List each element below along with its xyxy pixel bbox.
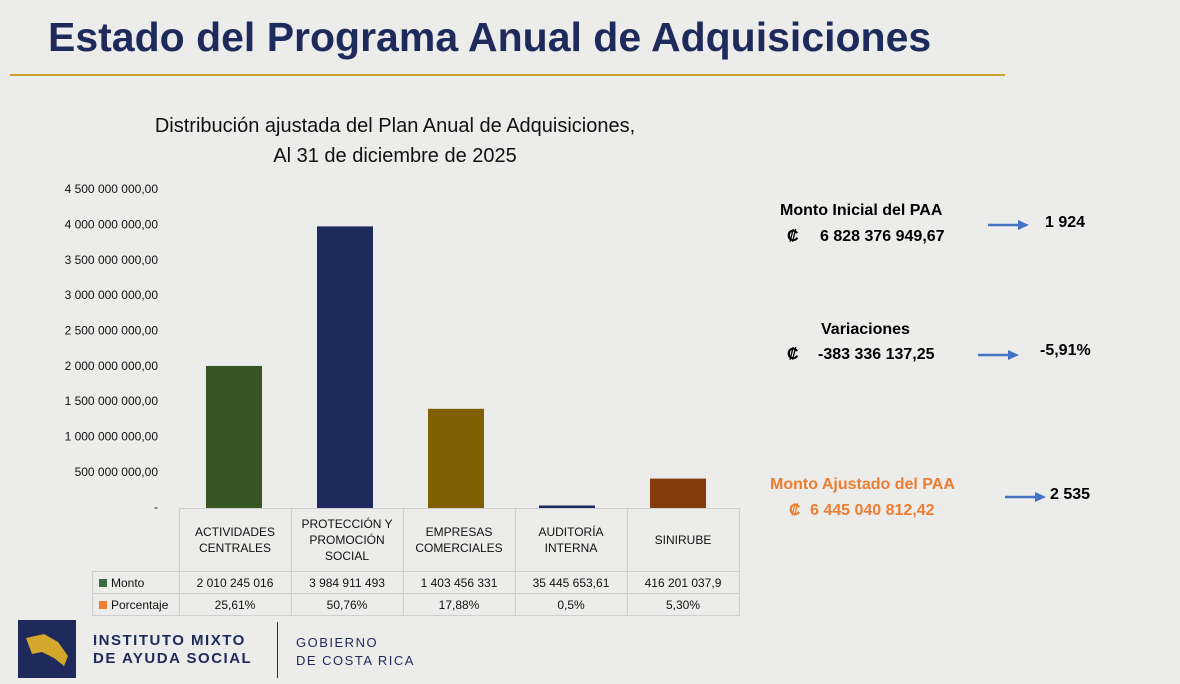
side-amount: 6 445 040 812,42 [810,502,935,519]
arrow [988,218,1030,230]
side-amount: 6 828 376 949,67 [820,228,945,245]
gov-name: GOBIERNO [296,635,379,650]
category-label: AUDITORÍA INTERNA [514,508,628,572]
y-tick-label: 500 000 000,00 [75,465,159,479]
empty-cell [93,509,180,572]
value-cell: 25,61% [178,593,292,616]
table-row: Monto 2 010 245 016 3 984 911 493 1 403 456… [92,571,740,594]
y-tick-label: 4 000 000 000,00 [65,218,159,232]
legend-swatch [99,578,107,587]
y-tick-label: 1 000 000 000,00 [65,430,159,444]
value-cell: 17,88% [402,593,516,616]
chart-title: Distribución ajustada del Plan Anual de … [154,115,636,137]
value-cell: 5,30% [626,593,740,616]
y-tick-label: 2 500 000 000,00 [65,324,159,338]
side-result: -5,91% [1040,342,1091,359]
arrow [978,348,1020,360]
legend-label: Monto [111,575,145,590]
table-header-row: ACTIVIDADES CENTRALES PROTECCIÓN Y PROMOC… [93,508,740,572]
data-table: ACTIVIDADES CENTRALES PROTECCIÓN Y PROMOC… [92,508,740,616]
bar [317,226,373,508]
table-row: Porcentaje 25,61% 50,76% 17,88% 0,5% 5,30% [92,593,740,616]
y-tick-label: 3 000 000 000,00 [65,288,159,302]
gov-name: DE COSTA RICA [296,653,415,668]
value-cell: 416 201 037,9 [626,571,740,594]
bar [206,365,262,508]
legend-cell: Porcentaje [92,593,180,616]
org-name: DE AYUDA SOCIAL [93,650,253,667]
arrow [1005,490,1047,502]
side-result: 1 924 [1045,214,1086,231]
arrow-icon [988,220,1029,230]
chart: - 500 000 000,00 1 000 000 000,00 1 500 000… [65,182,706,514]
value-cell: 35 445 653,61 [514,571,628,594]
bar [650,478,706,508]
legend-cell: Monto [92,571,180,594]
legend-label: Porcentaje [111,597,169,612]
value-cell: 2 010 245 016 [178,571,292,594]
currency-symbol: ₡ [787,228,799,245]
category-label: PROTECCIÓN Y PROMOCIÓN SOCIAL [290,508,404,572]
category-label: ACTIVIDADES CENTRALES [178,508,292,572]
value-cell: 3 984 911 493 [290,571,404,594]
side-amount: -383 336 137,25 [818,346,935,363]
side-label: Monto Inicial del PAA [780,202,943,219]
currency-symbol: ₡ [789,502,801,519]
y-tick-label: 4 500 000 000,00 [65,182,159,196]
bar [428,408,484,508]
logo [18,620,76,678]
category-label: SINIRUBE [626,508,740,572]
org-name: INSTITUTO MIXTO [93,632,246,649]
category-label: EMPRESAS COMERCIALES [402,508,516,572]
value-cell: 50,76% [290,593,404,616]
y-tick-label: - [154,500,158,514]
side-label: Monto Ajustado del PAA [770,476,955,493]
divider [277,622,278,678]
y-tick-label: 1 500 000 000,00 [65,394,159,408]
legend-swatch [99,600,107,609]
arrow-icon [978,350,1019,360]
slide-title: Estado del Programa Anual de Adquisicion… [48,14,932,60]
value-cell: 1 403 456 331 [402,571,516,594]
side-label: Variaciones [821,321,910,338]
arrow-icon [1005,492,1046,502]
value-cell: 0,5% [514,593,628,616]
chart-title: Al 31 de diciembre de 2025 [273,145,517,167]
currency-symbol: ₡ [787,346,799,363]
y-tick-label: 2 000 000 000,00 [65,359,159,373]
side-result: 2 535 [1050,486,1091,503]
y-tick-label: 3 500 000 000,00 [65,253,159,267]
bar [539,505,595,508]
title-rule [10,74,1005,76]
